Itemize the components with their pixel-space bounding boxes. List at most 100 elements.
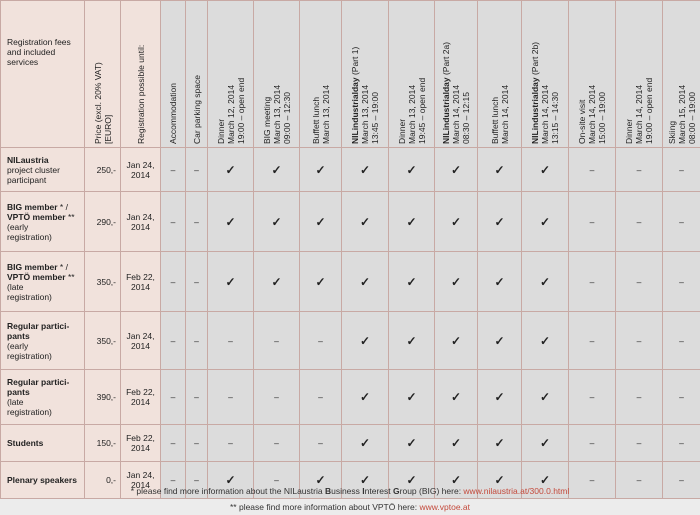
- deadline-line: Feb 22,: [126, 433, 155, 443]
- header-service-line: March 14, 2014: [540, 84, 550, 144]
- table-row: Plenary speakers 0,- Jan 24, 2014– – ✓ – ✓ ✓ ✓ ✓ ✓ ✓…: [0, 461, 700, 499]
- dash-mark: –: [253, 424, 300, 462]
- checkmark-icon: ✓: [434, 369, 478, 425]
- deadline-cell: Feb 22, 2014: [120, 424, 161, 462]
- checkmark-icon: ✓: [477, 311, 522, 370]
- deadline-line: 2014: [131, 281, 150, 292]
- row-label-footnote-mark: * /: [57, 261, 68, 272]
- deadline-cell: Feb 22, 2014: [120, 369, 161, 425]
- header-service-5: Buffett lunch March 13, 2014: [299, 0, 342, 148]
- dash-mark: –: [253, 369, 300, 425]
- row-label-bold: NILaustria: [7, 154, 49, 165]
- row-label: BIG member * / VPTÖ member ** (early regist…: [0, 191, 85, 252]
- row-label-line: registration): [7, 291, 52, 302]
- row-label-bold: BIG member: [7, 201, 58, 212]
- footnote-big-text: * please find more information about the…: [130, 486, 325, 496]
- vptoe-link[interactable]: www.vptoe.at: [419, 502, 471, 512]
- dash-mark: –: [299, 424, 342, 462]
- checkmark-icon: ✓: [388, 251, 435, 312]
- dash-mark: –: [299, 311, 342, 370]
- header-service-title: NILindustrialday (Part 2a): [441, 40, 451, 144]
- deadline-cell: Jan 24, 2014: [120, 311, 161, 370]
- checkmark-icon: ✓: [434, 191, 478, 252]
- row-label-line: (late: [7, 397, 24, 407]
- row-label-bold: Students: [7, 438, 44, 448]
- checkmark-icon: ✓: [521, 191, 569, 252]
- header-service-13: Skiing March 15, 2014 08:00 – 19:00: [662, 0, 700, 148]
- dash-mark: –: [299, 369, 342, 425]
- header-service-line: BIG meeting: [261, 96, 272, 144]
- footnote-big-i: I: [362, 486, 365, 496]
- checkmark-icon: ✓: [299, 461, 342, 499]
- row-label-bold: VPTÖ member: [7, 271, 66, 282]
- dash-mark: –: [662, 311, 700, 370]
- dash-mark: –: [160, 369, 186, 425]
- checkmark-icon: ✓: [341, 311, 389, 370]
- header-service-8: NILindustrialday (Part 2a) March 14, 2014…: [434, 0, 478, 148]
- row-label: Regular partici-pants (early registration): [0, 311, 85, 370]
- checkmark-icon: ✓: [253, 251, 300, 312]
- deadline-line: 2014: [131, 480, 150, 490]
- checkmark-icon: ✓: [388, 147, 435, 192]
- dash-mark: –: [253, 461, 300, 499]
- dash-mark: –: [185, 461, 208, 499]
- price-cell: 290,-: [84, 191, 121, 252]
- header-service-line: Accommodation: [168, 83, 178, 144]
- header-service-line: March 12, 2014: [225, 84, 236, 144]
- footnote-big-roup: roup (BIG) here:: [399, 486, 464, 496]
- price-cell: 250,-: [84, 147, 121, 192]
- row-label: Students: [0, 424, 85, 462]
- row-label-bold: pants: [7, 330, 30, 341]
- header-row: Registration fees and included services …: [0, 0, 700, 148]
- checkmark-icon: ✓: [253, 191, 300, 252]
- dash-mark: –: [662, 191, 700, 252]
- deadline-line: 2014: [131, 221, 150, 232]
- checkmark-icon: ✓: [521, 311, 569, 370]
- dash-mark: –: [615, 311, 663, 370]
- header-service-12: Dinner March 14, 2014 19:00 – open end: [615, 0, 663, 148]
- price-cell: 350,-: [84, 311, 121, 370]
- header-service-line: 19:00 – open end: [235, 77, 246, 144]
- dash-mark: –: [160, 424, 186, 462]
- footnote-big-nterest: nterest: [364, 486, 394, 496]
- dash-mark: –: [185, 191, 208, 252]
- header-service-bold: NILindustrialday: [530, 77, 540, 144]
- table-row: Students 150,- Feb 22, 2014– – – – – ✓ ✓ ✓ ✓ ✓ – – –: [0, 424, 700, 462]
- deadline-line: Feb 22,: [126, 387, 155, 397]
- checkmark-icon: ✓: [341, 251, 389, 312]
- checkmark-icon: ✓: [434, 147, 478, 192]
- header-service-1: Accommodation: [160, 0, 186, 148]
- price-cell: 150,-: [84, 424, 121, 462]
- dash-mark: –: [662, 251, 700, 312]
- header-service-line: Dinner: [396, 118, 407, 144]
- checkmark-icon: ✓: [477, 461, 522, 499]
- dash-mark: –: [207, 311, 254, 370]
- dash-mark: –: [185, 311, 208, 370]
- dash-mark: –: [568, 251, 616, 312]
- checkmark-icon: ✓: [341, 191, 389, 252]
- header-service-line: March 14, 2014: [634, 84, 644, 144]
- checkmark-icon: ✓: [299, 147, 342, 192]
- checkmark-icon: ✓: [434, 251, 478, 312]
- footnote-big-usiness: usiness: [331, 486, 363, 496]
- header-service-3: Dinner March 12, 2014 19:00 – open end: [207, 0, 254, 148]
- header-service-suffix: (Part 1): [350, 46, 360, 78]
- deadline-line: Jan 24,: [126, 211, 155, 222]
- row-label: Regular partici-pants (late registration): [0, 369, 85, 425]
- row-label-bold: Regular partici-: [7, 320, 70, 331]
- price-cell: 390,-: [84, 369, 121, 425]
- header-service-line: Buffett lunch: [310, 96, 321, 144]
- dash-mark: –: [160, 461, 186, 499]
- footnote-vptoe: ** please find more information about VP…: [0, 502, 700, 512]
- row-label-bold: Plenary speakers: [7, 475, 77, 485]
- deadline-line: Feb 22,: [126, 271, 155, 282]
- row-label-line: (early: [7, 340, 29, 351]
- row-label-line: (late: [7, 281, 24, 292]
- dash-mark: –: [615, 424, 663, 462]
- row-label-line: participant: [7, 174, 47, 185]
- dash-mark: –: [568, 147, 616, 192]
- header-price: Price (excl. 20% VAT) [EURO]: [84, 0, 121, 148]
- checkmark-icon: ✓: [477, 424, 522, 462]
- nilaustria-link[interactable]: www.nilaustria.at/300.0.html: [463, 486, 570, 496]
